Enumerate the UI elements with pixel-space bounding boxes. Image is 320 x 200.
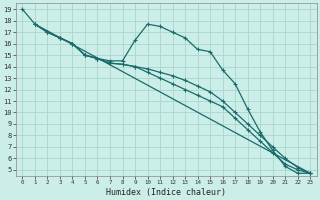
X-axis label: Humidex (Indice chaleur): Humidex (Indice chaleur) bbox=[106, 188, 226, 197]
